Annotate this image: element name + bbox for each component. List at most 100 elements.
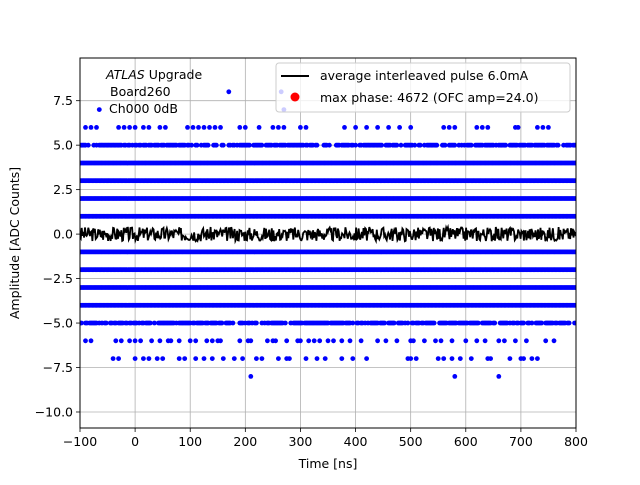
sample-point: [282, 320, 288, 326]
sample-point: [88, 338, 94, 344]
sample-point: [220, 142, 226, 148]
sample-point: [240, 356, 246, 361]
sample-point: [116, 125, 121, 130]
sample-point: [431, 320, 437, 326]
sample-point: [438, 338, 444, 344]
sample-point: [573, 302, 576, 308]
y-tick-label: 7.5: [53, 93, 73, 108]
x-tick-label: 500: [399, 434, 423, 449]
sample-point: [339, 338, 345, 344]
sample-point: [94, 125, 99, 130]
sample-point: [555, 142, 561, 148]
legend-dot-marker: [290, 92, 300, 102]
sample-point: [375, 338, 380, 344]
sample-point: [185, 125, 190, 130]
sample-point: [287, 356, 292, 361]
sample-point: [154, 356, 160, 361]
sample-point: [412, 142, 418, 148]
legend-label-max-phase: max phase: 4672 (OFC amp=24.0): [320, 90, 538, 105]
sample-point: [546, 125, 551, 130]
sample-point: [254, 320, 259, 326]
sample-point: [220, 356, 226, 361]
sample-point: [83, 338, 88, 344]
sample-point: [226, 89, 232, 95]
sample-point: [463, 338, 469, 344]
sample-point: [408, 356, 414, 361]
x-tick-label: 400: [344, 434, 368, 449]
sample-point: [132, 125, 138, 130]
sample-point: [394, 338, 400, 344]
sample-point: [515, 125, 521, 130]
sample-point: [502, 338, 507, 344]
x-tick-label: 0: [131, 434, 139, 449]
y-tick-label: −10.0: [35, 404, 73, 419]
sample-point: [364, 125, 369, 130]
sample-point: [248, 338, 254, 344]
sample-point: [85, 142, 91, 148]
x-tick-label: 300: [289, 434, 313, 449]
sample-point: [364, 356, 369, 361]
sample-point: [103, 320, 109, 326]
sample-point: [273, 338, 278, 344]
annotation-upgrade: Upgrade: [145, 67, 203, 82]
y-tick-label: 0.0: [53, 227, 73, 242]
sample-point: [141, 356, 146, 361]
sample-point: [449, 356, 455, 361]
sample-point: [160, 356, 166, 361]
sample-point: [572, 320, 576, 326]
x-axis-title: Time [ns]: [298, 456, 358, 471]
x-tick-label: 600: [454, 434, 478, 449]
sample-point: [492, 320, 498, 326]
sample-point: [503, 142, 509, 148]
sample-point: [189, 142, 195, 148]
sample-point: [350, 356, 356, 361]
sample-point: [358, 338, 364, 344]
x-tick-label: 200: [233, 434, 257, 449]
legend: average interleaved pulse 6.0mA max phas…: [275, 62, 571, 113]
sample-point: [405, 320, 411, 326]
plot-area: [80, 58, 576, 428]
sample-point: [127, 338, 132, 344]
sample-point: [441, 125, 447, 130]
sample-point: [535, 125, 540, 130]
sample-point: [205, 142, 211, 148]
sample-point: [507, 356, 513, 361]
sample-point: [551, 338, 557, 344]
sample-point: [540, 125, 546, 130]
sample-point: [163, 125, 168, 130]
sample-point: [452, 374, 458, 379]
sample-point: [475, 320, 481, 326]
sample-point: [474, 125, 480, 130]
y-tick-label: 2.5: [53, 182, 73, 197]
sample-point: [474, 338, 480, 344]
sample-point: [182, 356, 188, 361]
sample-point: [452, 142, 458, 148]
sample-point: [259, 356, 265, 361]
sample-point: [535, 356, 540, 361]
sample-point: [204, 338, 210, 344]
sample-point: [434, 142, 440, 148]
sample-point: [306, 338, 312, 344]
sample-point: [408, 125, 414, 130]
sample-point: [254, 356, 259, 361]
sample-point: [417, 142, 423, 148]
sample-point: [284, 338, 290, 344]
sample-point: [482, 338, 488, 344]
sample-point: [398, 142, 404, 148]
sample-point: [157, 125, 163, 130]
sample-point: [96, 107, 102, 112]
sample-point: [524, 338, 529, 344]
sample-point: [176, 356, 182, 361]
sample-point: [147, 320, 153, 326]
sample-point: [314, 356, 320, 361]
sample-point: [488, 356, 493, 361]
sample-point: [219, 320, 225, 326]
sample-point: [247, 142, 252, 148]
sample-point: [446, 125, 452, 130]
sample-point: [276, 125, 281, 130]
sample-point: [314, 142, 320, 148]
annotation-line-2: Board260: [110, 84, 171, 99]
sample-point: [194, 142, 200, 148]
sample-point: [152, 320, 157, 326]
